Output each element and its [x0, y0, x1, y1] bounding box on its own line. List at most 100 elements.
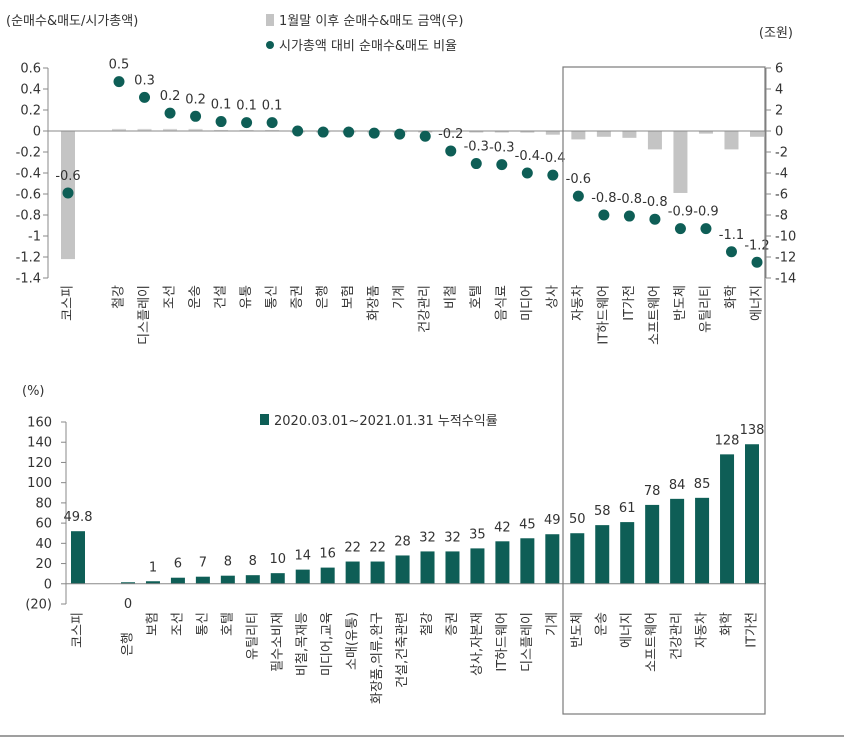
bottom-value-label: 10: [269, 552, 286, 567]
top-category-label: 디스플레이: [137, 285, 152, 345]
top-left-tick-label: -1.4: [16, 272, 41, 287]
top-dot-label: -1.2: [744, 238, 769, 253]
bottom-y-label: (%): [22, 384, 45, 399]
bottom-value-label: 45: [519, 517, 536, 532]
top-category-label: IT하드웨어: [596, 285, 611, 345]
bottom-tick-label: 0: [44, 577, 52, 592]
bottom-axis: 160 140 120 100 80 60 40 20 0 (20): [25, 416, 67, 613]
top-left-tick-label: 0.4: [20, 83, 41, 98]
bottom-category-label: 은행: [120, 632, 136, 656]
bottom-bar: [195, 576, 210, 584]
bottom-categories: 코스피 은행 보험 조선 통신 호텔 유틸리티 필수소비재 비철,목재등 미디어,교육 소매(유통)…: [71, 612, 760, 704]
bottom-chart: (%) 2020.03.01~2021.01.31 누적수익률 16014012…: [22, 384, 766, 704]
top-left-axis: 0.6 0.4 0.2 0 -0.2 -0.4 -0.6 -0.8 -1 -1.2 -1.4: [16, 62, 49, 287]
bottom-category-label: 디스플레이: [520, 612, 535, 672]
bottom-tick-label: 40: [35, 537, 52, 552]
bottom-value-label: 78: [644, 484, 661, 499]
bottom-bar: [495, 541, 510, 584]
bottom-tick-label: 20: [35, 557, 52, 572]
bottom-category-label: 건강관리: [670, 612, 685, 660]
top-category-label: 음식료: [494, 285, 509, 321]
top-bar: [545, 131, 560, 135]
top-left-tick-label: 0.6: [20, 62, 41, 77]
top-bar: [750, 131, 764, 137]
top-dot-label: -0.2: [438, 127, 463, 142]
top-right-tick-label: -2: [775, 146, 788, 161]
top-category-label: 화학: [724, 285, 739, 309]
bottom-category-label: 소매(유통): [345, 612, 360, 670]
top-category-label: 조선: [163, 285, 178, 309]
bottom-tick-label: 160: [27, 416, 52, 431]
top-left-tick-label: -0.8: [16, 209, 41, 224]
bottom-legend-label: 2020.03.01~2021.01.31 누적수익률: [274, 414, 498, 429]
bottom-bar: [170, 577, 185, 584]
top-dot: [547, 169, 559, 181]
bottom-value-label: 16: [319, 547, 336, 562]
top-category-label: 상사: [545, 285, 560, 309]
bottom-category-label: 기계: [545, 612, 560, 636]
top-dot: [623, 210, 635, 222]
top-dot: [700, 223, 712, 235]
top-category-label: 보험: [341, 285, 356, 309]
bottom-tick-label: 140: [27, 436, 52, 451]
top-dot: [470, 158, 482, 170]
top-category-label: 반도체: [673, 285, 688, 321]
top-bar: [112, 128, 126, 131]
top-category-label: 운송: [188, 285, 203, 309]
bottom-bar: [71, 531, 85, 584]
top-bar: [188, 128, 203, 131]
top-left-tick-label: 0: [33, 125, 41, 140]
top-legend-dot-label: 시가총액 대비 순매수&매도 비율: [279, 39, 457, 54]
bottom-bar: [570, 533, 585, 584]
bottom-bar: [520, 538, 535, 584]
top-dot: [649, 213, 661, 225]
bottom-category-label: 반도체: [570, 612, 585, 648]
top-dot-label: 0.3: [134, 73, 155, 88]
top-bar: [673, 131, 688, 193]
bottom-bar: [645, 504, 660, 584]
top-dot-label: 0.2: [185, 92, 206, 107]
top-categories: 코스피 철강 디스플레이 조선 운송 건설 유통 통신 증권 은행 보험 화장품 기계 건강관리 비철 호텔 음…: [61, 285, 765, 345]
top-category-label: 유틸리티: [698, 285, 713, 333]
top-dot-label: -0.8: [642, 195, 667, 210]
top-category-label: 은행: [315, 285, 331, 309]
top-category-label: 자동차: [571, 285, 586, 321]
top-dot: [266, 117, 278, 129]
bottom-value-label: 8: [224, 555, 232, 570]
top-dot-label: -0.4: [515, 149, 540, 164]
top-dot-label: -0.8: [591, 191, 616, 206]
bottom-bar: [420, 551, 435, 584]
top-dot: [725, 246, 737, 258]
top-left-tick-label: 0.2: [20, 104, 41, 119]
bottom-category-label: 미디어,교육: [320, 612, 335, 676]
bottom-bar: [345, 561, 360, 584]
top-dot: [215, 116, 227, 128]
bottom-category-label: 보험: [145, 612, 160, 636]
top-dot-label: -0.9: [668, 205, 693, 220]
top-category-label: 코스피: [61, 285, 76, 321]
bottom-category-label: 자동차: [695, 612, 710, 648]
top-dot-label: -0.4: [540, 151, 565, 166]
top-dot-labels: -0.60.50.30.2 0.2 0.1 0.1 0.1-0.2-0.3 -0.3-0.…: [55, 58, 769, 254]
top-bar: [571, 131, 586, 140]
top-bar: [622, 131, 637, 138]
bottom-value-label: 49: [544, 513, 561, 528]
bottom-category-label: 증권: [445, 612, 460, 636]
bottom-value-label: 49.8: [64, 510, 93, 525]
top-right-tick-label: -12: [775, 251, 796, 266]
top-bars: [61, 128, 764, 260]
top-dot: [674, 223, 686, 235]
highlight-box: [562, 66, 766, 715]
bottom-bar: [595, 525, 610, 584]
top-dot-label: 0.5: [109, 58, 130, 73]
top-bar: [443, 131, 458, 133]
bottom-bar: [620, 522, 635, 584]
top-category-label: 증권: [290, 285, 305, 309]
top-right-tick-label: 6: [775, 62, 783, 77]
top-dot-label: -0.9: [693, 205, 718, 220]
top-dot: [598, 209, 610, 221]
top-dot-label: -0.6: [55, 169, 80, 184]
bottom-bars: [71, 444, 759, 584]
bottom-category-label: 화장품,의류,완구: [370, 612, 385, 704]
